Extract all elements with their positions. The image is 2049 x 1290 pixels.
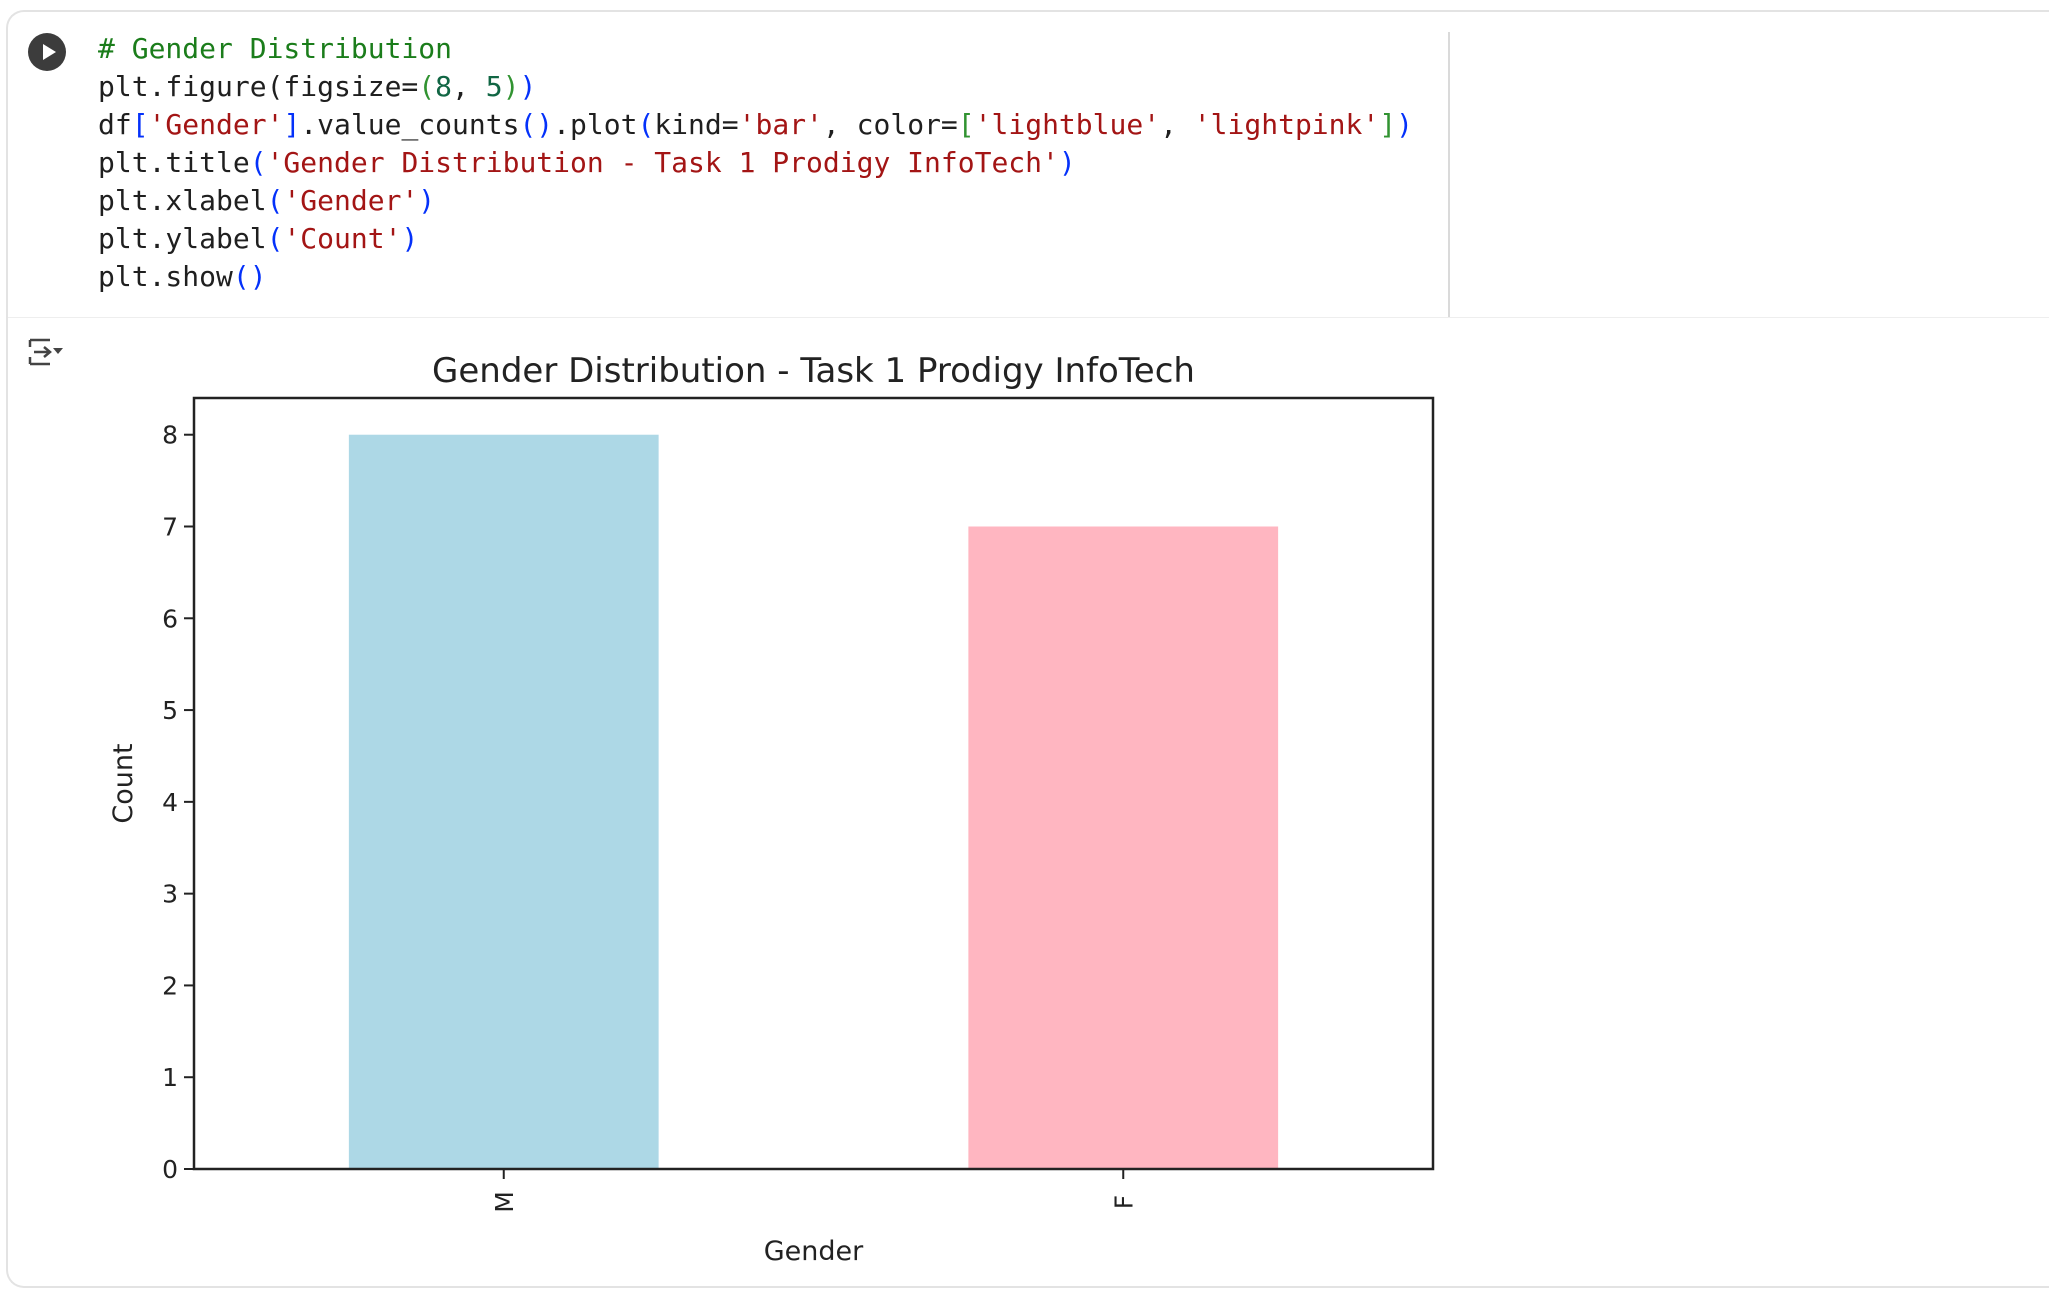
code-line: plt.figure(figsize=(8, 5)) xyxy=(98,68,536,106)
x-tick-label: F xyxy=(1109,1195,1138,1209)
bar-m xyxy=(348,434,659,1169)
code-line: # Gender Distribution xyxy=(98,30,452,68)
code-token: plt.ylabel xyxy=(98,222,267,255)
code-token: ) xyxy=(1058,146,1076,179)
code-token: df xyxy=(98,108,132,141)
y-tick-label: 2 xyxy=(162,971,178,1000)
code-token: , xyxy=(1160,108,1194,141)
code-token: 'lightpink' xyxy=(1193,108,1380,141)
code-token: plt.xlabel xyxy=(98,184,267,217)
y-tick-label: 0 xyxy=(162,1155,178,1184)
code-token: ( xyxy=(266,184,284,217)
code-token: 5 xyxy=(485,70,503,103)
code-token: , xyxy=(452,70,486,103)
code-token: plt.figure(figsize= xyxy=(98,70,419,103)
bar-f xyxy=(968,526,1279,1169)
code-token: 'Count' xyxy=(283,222,402,255)
code-token: [ xyxy=(131,108,149,141)
code-token: [ xyxy=(957,108,975,141)
code-line: plt.show() xyxy=(98,258,267,296)
code-token: ( xyxy=(266,222,284,255)
code-editor[interactable]: # Gender Distribution plt.figure(figsize=… xyxy=(98,30,1448,315)
code-token: ) xyxy=(502,70,520,103)
code-token: ( xyxy=(637,108,655,141)
run-cell-button[interactable] xyxy=(28,33,66,71)
y-tick-label: 7 xyxy=(162,513,178,542)
y-tick-label: 5 xyxy=(162,696,178,725)
code-token: kind= xyxy=(654,108,739,141)
code-token: plt.title xyxy=(98,146,250,179)
y-tick-label: 3 xyxy=(162,880,178,909)
code-token: () xyxy=(232,260,267,293)
output-options-button[interactable] xyxy=(26,334,66,370)
code-token: ( xyxy=(418,70,436,103)
code-token: 'Gender' xyxy=(148,108,284,141)
code-token: # Gender Distribution xyxy=(98,32,453,65)
x-tick-label: M xyxy=(490,1191,519,1213)
code-token: ] xyxy=(1379,108,1397,141)
code-line: df['Gender'].value_counts().plot(kind='b… xyxy=(98,106,1413,144)
code-token: plt.show xyxy=(98,260,233,293)
y-tick-label: 4 xyxy=(162,788,178,817)
bar-chart: 0 1 2 3 4 5 6 7 8 M F Gender Distribution - Task … xyxy=(108,351,1435,1265)
play-icon xyxy=(43,44,56,60)
code-token: ) xyxy=(519,70,537,103)
editor-divider xyxy=(1448,32,1450,317)
y-tick-label: 6 xyxy=(162,604,178,633)
x-axis-label: Gender xyxy=(764,1236,864,1265)
code-token: .value_counts xyxy=(300,108,520,141)
code-token: ] xyxy=(283,108,301,141)
code-token: ) xyxy=(401,222,419,255)
code-line: plt.title('Gender Distribution - Task 1 … xyxy=(98,144,1076,182)
output-divider xyxy=(8,317,2049,318)
code-token: 'Gender' xyxy=(283,184,419,217)
chart-title: Gender Distribution - Task 1 Prodigy Inf… xyxy=(432,351,1195,391)
code-token: () xyxy=(519,108,554,141)
code-token: 'bar' xyxy=(738,108,823,141)
code-token: .plot xyxy=(553,108,638,141)
code-token: ) xyxy=(418,184,436,217)
output-options-icon xyxy=(28,338,63,366)
y-axis-label: Count xyxy=(108,743,139,823)
code-token: 'Gender Distribution - Task 1 Prodigy In… xyxy=(266,146,1059,179)
plot-frame xyxy=(192,396,1435,1171)
code-token: ( xyxy=(249,146,267,179)
code-token: 8 xyxy=(435,70,453,103)
code-token: ) xyxy=(1396,108,1413,141)
code-token: , color= xyxy=(822,108,958,141)
code-token: 'lightblue' xyxy=(974,108,1161,141)
y-tick-label: 1 xyxy=(162,1063,178,1092)
code-line: plt.ylabel('Count') xyxy=(98,220,418,258)
y-tick-label: 8 xyxy=(162,421,178,450)
code-line: plt.xlabel('Gender') xyxy=(98,182,435,220)
